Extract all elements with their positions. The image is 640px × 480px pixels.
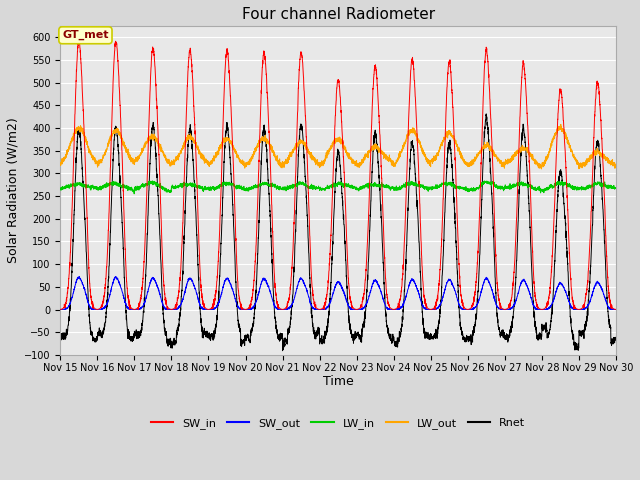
LW_in (463, 186, 470, 192)
SW_out (90, 307, 97, 312)
Rnet (317, 337, 325, 343)
Line: Rnet: Rnet (60, 114, 616, 351)
LW_in (432, 185, 440, 191)
LW_out (56, 160, 64, 166)
Rnet (495, 324, 502, 329)
LW_out (612, 163, 620, 168)
Rnet (483, 111, 490, 117)
SW_out (495, 305, 502, 311)
SW_in (75, 37, 83, 43)
Line: LW_out: LW_out (60, 124, 616, 169)
LW_out (557, 121, 564, 127)
LW_out (494, 155, 502, 161)
Rnet (612, 336, 620, 341)
LW_in (56, 187, 64, 193)
Line: SW_in: SW_in (60, 40, 616, 310)
LW_in (157, 184, 164, 190)
LW_out (317, 161, 325, 167)
Rnet (156, 237, 164, 242)
Rnet (463, 333, 470, 338)
LW_out (463, 162, 470, 168)
SW_in (611, 307, 619, 312)
LW_in (611, 185, 619, 191)
SW_out (612, 307, 620, 312)
LW_out (538, 166, 545, 172)
LW_in (612, 185, 620, 191)
SW_out (317, 307, 325, 312)
Title: Four channel Radiometer: Four channel Radiometer (241, 7, 435, 22)
Rnet (56, 332, 64, 338)
LW_in (131, 191, 138, 197)
SW_in (134, 307, 142, 312)
X-axis label: Time: Time (323, 375, 353, 388)
Legend: SW_in, SW_out, LW_in, LW_out, Rnet: SW_in, SW_out, LW_in, LW_out, Rnet (147, 413, 530, 433)
LW_in (148, 178, 156, 184)
SW_out (112, 274, 120, 279)
SW_out (611, 307, 619, 312)
SW_out (432, 305, 440, 311)
LW_out (432, 157, 440, 163)
LW_in (317, 186, 325, 192)
Rnet (611, 335, 619, 340)
SW_in (495, 293, 502, 299)
Rnet (279, 348, 287, 354)
Y-axis label: Solar Radiation (W/m2): Solar Radiation (W/m2) (7, 118, 20, 264)
LW_out (611, 164, 619, 170)
SW_out (56, 307, 64, 312)
Line: SW_out: SW_out (60, 276, 616, 310)
Text: GT_met: GT_met (62, 30, 109, 40)
SW_in (463, 306, 470, 312)
Line: LW_in: LW_in (60, 181, 616, 194)
LW_in (495, 185, 502, 191)
SW_in (612, 307, 620, 312)
SW_in (317, 306, 325, 312)
LW_out (156, 146, 164, 152)
SW_in (56, 307, 64, 312)
SW_in (157, 193, 164, 199)
SW_out (463, 307, 470, 312)
SW_in (432, 299, 440, 305)
Rnet (432, 326, 440, 332)
SW_out (157, 293, 164, 299)
